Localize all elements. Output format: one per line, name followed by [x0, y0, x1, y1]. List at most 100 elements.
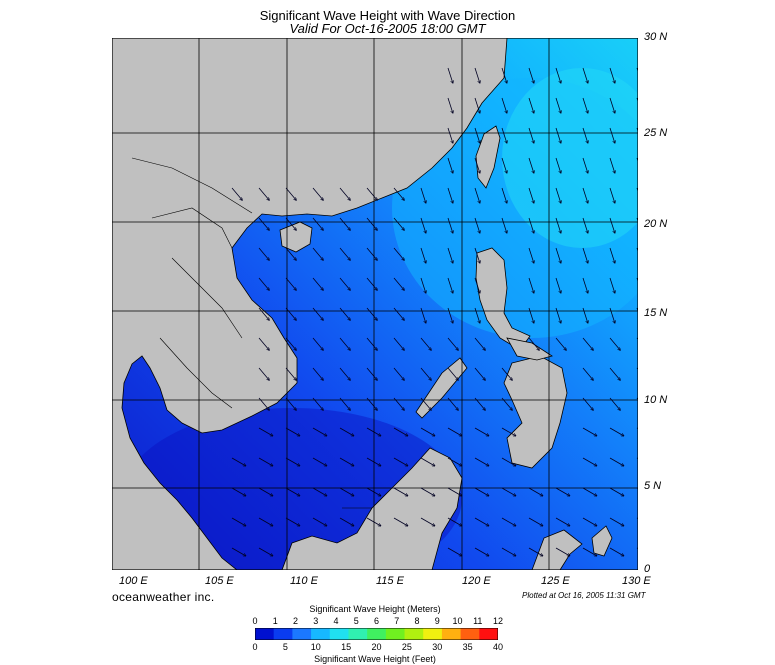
lat-label: 25 N	[644, 127, 668, 139]
wave-direction-arrow	[609, 127, 615, 143]
wave-direction-arrow	[582, 307, 588, 323]
wave-direction-arrow	[312, 247, 323, 260]
lon-label: 125 E	[541, 575, 570, 587]
wave-direction-arrow	[582, 97, 588, 113]
wave-direction-arrow	[231, 517, 246, 526]
wave-direction-arrow	[393, 337, 404, 350]
wave-direction-arrow	[528, 217, 534, 233]
wave-direction-arrow	[474, 247, 480, 263]
wave-direction-arrow	[447, 97, 453, 113]
wave-direction-arrow	[312, 397, 323, 410]
map-subtitle: Valid For Oct-16-2005 18:00 GMT	[289, 21, 486, 36]
lon-label: 105 E	[205, 575, 234, 587]
wave-direction-arrow	[339, 487, 354, 496]
wave-direction-arrow	[339, 367, 350, 380]
wave-direction-arrow	[258, 457, 273, 466]
wave-direction-arrow	[528, 127, 534, 143]
wave-direction-arrow	[501, 457, 516, 466]
wave-direction-arrow	[501, 157, 507, 173]
wave-direction-arrow	[285, 187, 296, 200]
lat-label: 0	[644, 563, 651, 575]
wave-direction-arrow	[285, 307, 296, 320]
legend-feet-title: Significant Wave Height (Feet)	[314, 654, 436, 664]
wave-direction-arrow	[258, 187, 269, 200]
wave-direction-arrow	[555, 67, 561, 83]
wave-direction-arrow	[609, 397, 620, 410]
legend-feet-tick: 40	[492, 642, 504, 652]
palawan-island	[415, 357, 468, 419]
map-title: Significant Wave Height with Wave Direct…	[259, 8, 516, 23]
wave-direction-arrow	[555, 517, 570, 526]
wave-direction-arrow	[393, 427, 408, 436]
lat-label: 10 N	[644, 394, 668, 406]
wave-direction-arrow	[582, 487, 597, 496]
wave-direction-arrow	[528, 487, 543, 496]
legend-color-step	[273, 628, 293, 640]
wave-direction-arrow	[339, 217, 350, 230]
wave-direction-arrow	[285, 337, 296, 350]
wave-direction-arrow	[366, 187, 377, 200]
wave-direction-arrow	[528, 187, 534, 203]
lat-label: 15 N	[644, 307, 668, 319]
wave-direction-arrow	[420, 517, 435, 526]
wave-direction-arrow	[420, 277, 426, 293]
wave-direction-arrow	[258, 337, 269, 350]
legend-color-step	[329, 628, 349, 640]
wave-direction-arrow	[555, 337, 566, 350]
wave-height-map	[112, 38, 638, 570]
wave-direction-arrow	[285, 487, 300, 496]
legend-color-step	[404, 628, 424, 640]
wave-direction-arrow	[366, 217, 377, 230]
legend-color-step	[423, 628, 443, 640]
wave-direction-arrow	[258, 247, 269, 260]
wave-direction-arrow	[609, 247, 615, 263]
legend-feet-tick: 15	[341, 642, 352, 652]
wave-direction-arrow	[312, 427, 327, 436]
wave-direction-arrow	[420, 307, 426, 323]
legend-feet-tick: 5	[282, 642, 288, 652]
legend-meters-tick: 7	[394, 616, 400, 626]
wave-direction-arrow	[582, 187, 588, 203]
wave-direction-arrow	[366, 247, 377, 260]
lat-label: 20 N	[644, 218, 668, 230]
wave-direction-arrow	[609, 337, 620, 350]
wave-direction-arrow	[312, 277, 323, 290]
legend-feet-tick: 0	[252, 642, 258, 652]
wave-direction-arrows	[231, 67, 638, 556]
legend-meters-tick: 8	[414, 616, 420, 626]
wave-direction-arrow	[555, 247, 561, 263]
wave-direction-arrow	[609, 517, 624, 526]
wave-direction-arrow	[474, 187, 480, 203]
luzon-island	[475, 247, 531, 351]
wave-direction-arrow	[447, 517, 462, 526]
legend-meters-tick: 1	[272, 616, 278, 626]
wave-direction-arrow	[258, 427, 273, 436]
legend-meters-tick: 12	[492, 616, 504, 626]
wave-direction-arrow	[447, 307, 453, 323]
wave-direction-arrow	[420, 187, 426, 203]
wave-direction-arrow	[420, 247, 426, 263]
wave-direction-arrow	[420, 457, 435, 466]
wave-direction-arrow	[366, 457, 381, 466]
wave-direction-arrow	[582, 517, 597, 526]
wave-direction-arrow	[312, 307, 323, 320]
wave-direction-arrow	[474, 127, 480, 143]
legend-color-step	[255, 628, 275, 640]
oceanweather-logo: oceanweather inc.	[112, 590, 215, 604]
wave-direction-arrow	[555, 127, 561, 143]
wave-direction-arrow	[501, 517, 516, 526]
wave-direction-arrow	[393, 517, 408, 526]
lon-label: 120 E	[462, 575, 491, 587]
wave-direction-arrow	[609, 367, 620, 380]
wave-direction-arrow	[447, 157, 453, 173]
legend-color-step	[292, 628, 312, 640]
wave-direction-arrow	[312, 367, 323, 380]
legend-color-step	[460, 628, 480, 640]
wave-direction-arrow	[609, 277, 615, 293]
wave-direction-arrow	[420, 367, 431, 380]
wave-direction-arrow	[231, 547, 246, 556]
wave-direction-arrow	[447, 187, 453, 203]
wave-direction-arrow	[312, 517, 327, 526]
wave-direction-arrow	[447, 337, 458, 350]
wave-direction-arrow	[366, 517, 381, 526]
